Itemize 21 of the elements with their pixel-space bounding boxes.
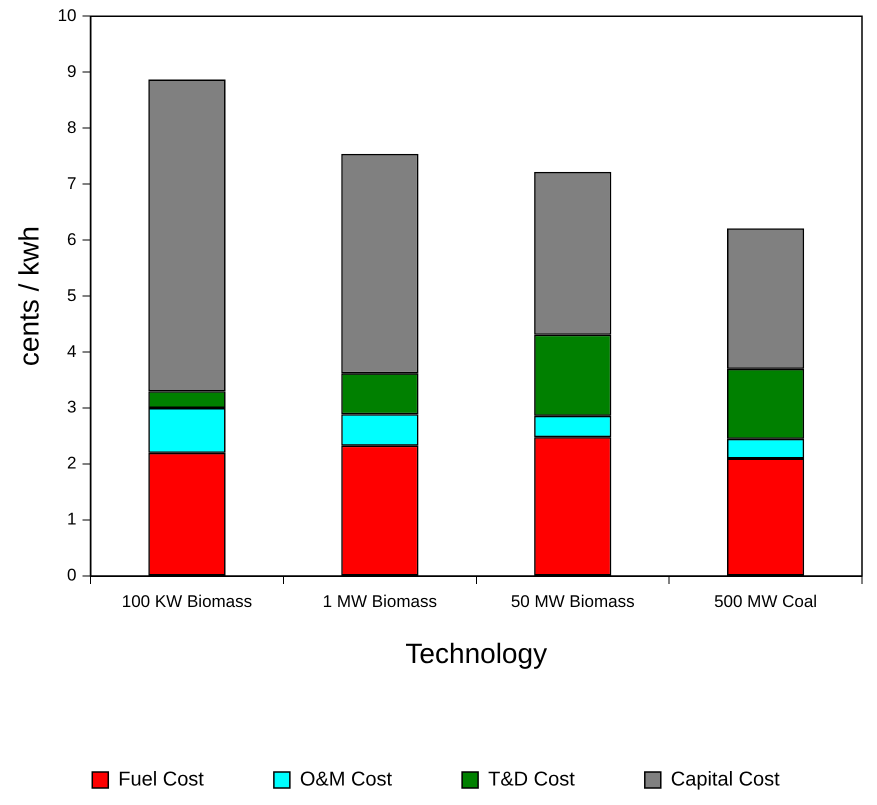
y-tick-label: 10	[58, 6, 77, 25]
y-tick-label: 8	[67, 118, 77, 137]
x-tick-label: 50 MW Biomass	[510, 592, 635, 611]
y-tick-label: 2	[67, 454, 77, 473]
y-tick-label: 4	[67, 342, 77, 361]
y-tick-label: 5	[67, 286, 77, 305]
x-tick-label: 100 KW Biomass	[122, 592, 252, 611]
y-axis-title: cents / kwh	[14, 226, 45, 366]
legend-label: T&D Cost	[488, 768, 576, 791]
y-tick-label: 3	[67, 398, 77, 417]
legend-label: Capital Cost	[670, 768, 780, 791]
y-tick-label: 9	[67, 62, 77, 81]
y-tick-label: 6	[67, 230, 77, 249]
legend-label: Fuel Cost	[118, 768, 204, 791]
y-tick-label: 0	[67, 566, 77, 585]
legend-label: O&M Cost	[300, 768, 393, 791]
y-tick-label: 7	[67, 174, 77, 193]
x-axis-title: Technology	[405, 638, 548, 669]
x-tick-label: 500 MW Coal	[714, 592, 818, 611]
y-tick-label: 1	[67, 510, 77, 529]
x-tick-label: 1 MW Biomass	[322, 592, 437, 611]
